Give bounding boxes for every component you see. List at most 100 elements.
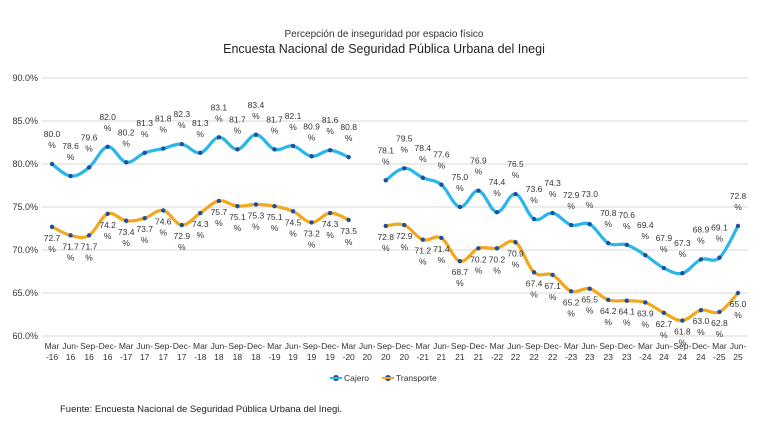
data-point (86, 165, 92, 170)
data-label-unit: % (67, 252, 75, 262)
x-tick-label: Jun- (62, 341, 79, 351)
data-point (439, 182, 444, 187)
data-point (253, 202, 259, 207)
data-label: 80.9 (303, 121, 320, 131)
data-label-unit: % (122, 238, 130, 248)
data-label-unit: % (326, 230, 334, 240)
data-label-unit: % (85, 252, 93, 262)
data-label-unit: % (345, 237, 353, 247)
x-tick-label: 21 (437, 352, 447, 362)
x-tick-label: 17 (177, 352, 187, 362)
x-tick-label: -24 (639, 352, 652, 362)
data-label-unit: % (604, 219, 612, 229)
data-point (457, 258, 463, 264)
legend: Cajero Transporte (330, 373, 437, 383)
data-label-unit: % (679, 249, 687, 259)
x-tick-label: -21 (417, 352, 430, 362)
data-label-unit: % (48, 244, 56, 254)
x-tick-label: Jun- (730, 341, 747, 351)
data-label: 76.9 (470, 156, 487, 166)
data-label: 63.9 (637, 308, 654, 318)
data-point (272, 147, 277, 152)
x-tick-label: Mar (415, 341, 430, 351)
x-tick-label: 19 (288, 352, 298, 362)
data-point (253, 132, 259, 137)
data-label-unit: % (234, 125, 242, 135)
x-tick-label: Jun- (581, 341, 598, 351)
data-point (494, 209, 500, 215)
data-label: 81.8 (155, 114, 172, 124)
data-point (624, 242, 629, 248)
data-point (513, 240, 518, 245)
data-point (235, 147, 240, 152)
data-label-unit: % (734, 310, 742, 320)
data-point (309, 154, 314, 159)
data-label: 72.9 (174, 231, 191, 241)
y-axis: 60.0% 65.0% 70.0% 75.0% 80.0% 85.0% 90.0% (12, 73, 38, 341)
x-tick-label: Sep- (599, 341, 617, 351)
x-tick-label: Dec- (321, 341, 339, 351)
x-tick-label: 17 (140, 352, 150, 362)
x-tick-label: Dec- (692, 341, 710, 351)
data-label-unit: % (623, 221, 631, 231)
x-tick-label: Jun- (136, 341, 153, 351)
data-point (123, 160, 129, 165)
data-point (327, 148, 333, 153)
x-tick-label: 17 (159, 352, 169, 362)
data-label-unit: % (382, 156, 390, 166)
data-point (346, 217, 351, 223)
x-tick-label: Jun- (507, 341, 524, 351)
data-label: 69.4 (637, 220, 654, 230)
x-tick-label: Sep- (228, 341, 246, 351)
data-label: 79.6 (81, 132, 98, 142)
data-point (494, 246, 500, 251)
data-label-unit: % (252, 221, 260, 231)
data-label: 72.8 (377, 232, 394, 242)
x-tick-label: Sep- (377, 341, 395, 351)
data-point (531, 270, 537, 275)
legend-label-cajero: Cajero (344, 373, 369, 383)
data-point (624, 298, 629, 303)
chart-subtitle: Percepción de inseguridad por espacio fí… (284, 29, 484, 40)
data-label-unit: % (48, 140, 56, 150)
data-label: 69.1 (711, 223, 728, 233)
x-tick-label: -17 (120, 352, 133, 362)
data-point (198, 210, 203, 216)
data-point (68, 233, 73, 238)
data-point (735, 223, 741, 229)
data-point (587, 222, 592, 227)
data-point (161, 146, 166, 151)
data-point (123, 218, 129, 223)
x-tick-label: 24 (659, 352, 669, 362)
data-point (643, 300, 648, 305)
x-tick-label: 20 (381, 352, 391, 362)
data-label: 70.8 (600, 208, 617, 218)
data-point (327, 210, 333, 216)
data-label: 67.3 (674, 238, 691, 248)
data-point (735, 290, 741, 296)
data-label: 74.3 (192, 219, 209, 229)
data-point (717, 309, 722, 315)
data-label: 73.5 (340, 226, 357, 236)
data-point (587, 286, 592, 291)
data-label-unit: % (197, 129, 205, 139)
data-label-unit: % (178, 242, 186, 252)
data-label-unit: % (104, 123, 112, 133)
data-label-unit: % (512, 259, 520, 269)
data-label: 70.2 (489, 254, 506, 264)
source-note: Fuente: Encuesta Nacional de Seguridad P… (60, 404, 343, 415)
data-label: 80.8 (340, 122, 357, 132)
data-point (680, 271, 685, 276)
x-tick-label: Dec- (469, 341, 487, 351)
data-label: 63.0 (693, 316, 710, 326)
data-label-unit: % (159, 227, 167, 237)
x-tick-label: Mar (638, 341, 653, 351)
data-label: 81.3 (136, 118, 153, 128)
data-label: 62.7 (656, 319, 673, 329)
data-label-unit: % (549, 189, 557, 199)
data-point (346, 154, 351, 160)
data-point (309, 220, 314, 225)
data-label-unit: % (697, 235, 705, 245)
x-tick-label: Jun- (359, 341, 376, 351)
